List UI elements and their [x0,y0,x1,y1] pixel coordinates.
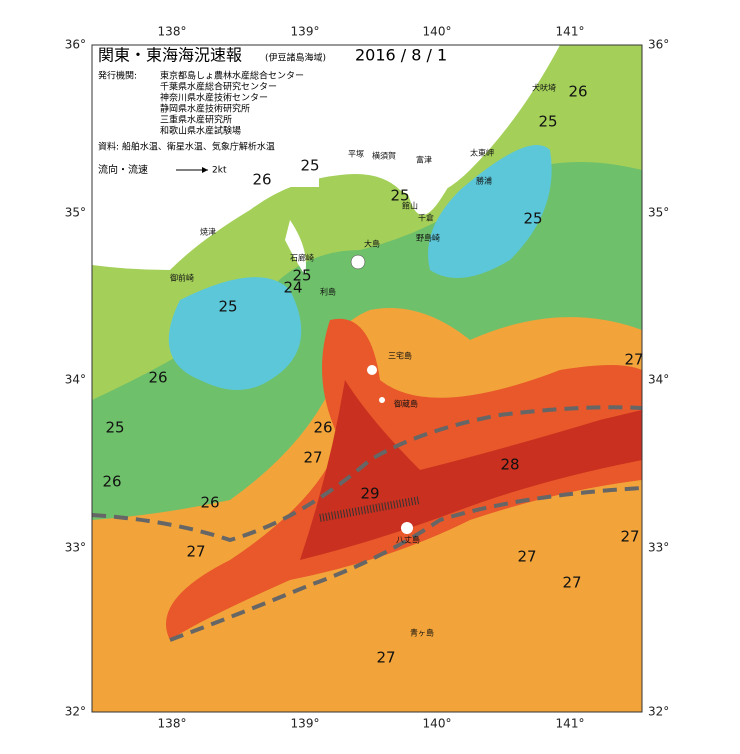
lat-label: 36° [65,38,86,52]
issuer: 三重県水産研究所 [160,114,232,126]
lat-label: 36° [648,38,669,52]
isotherm-label: 25 [105,419,124,437]
place-name: 横須賀 [372,151,396,161]
issuer: 千葉県水産総合研究センター [160,81,277,93]
isotherm-label: 29 [360,485,379,503]
isotherm-label: 26 [102,473,121,491]
lon-label: 140° [423,717,452,731]
issuer: 静岡県水産技術研究所 [160,103,250,115]
isotherm-label: 27 [376,649,395,667]
place-name: 大島 [364,239,380,249]
current-label: 流向・流速 [98,163,148,176]
isotherm-label: 25 [300,157,319,175]
place-name: 青ヶ島 [410,628,434,638]
place-name: 犬吠埼 [532,83,556,93]
isotherm-label: 27 [517,548,536,566]
isotherm-label: 27 [186,543,205,561]
isotherm-label: 25 [218,298,237,316]
sources: 資料: 船舶水温、衛星水温、気象庁解析水温 [98,141,275,153]
lon-label: 138° [158,25,187,39]
place-name: 平塚 [348,150,364,159]
isotherm-label: 26 [568,83,587,101]
subtitle: (伊豆諸島海域) [265,52,326,64]
isotherm-label: 26 [200,494,219,512]
place-name: 勝浦 [476,176,492,186]
isotherm-label: 25 [523,210,542,228]
place-name: 御蔵島 [394,399,418,409]
isotherm-label: 25 [538,113,557,131]
isotherm-label: 26 [313,419,332,437]
lat-label: 35° [648,206,669,220]
isotherm-label: 26 [148,369,167,387]
current-speed: 2kt [212,166,227,176]
arrowhead [202,167,208,173]
lon-label: 140° [423,25,452,39]
place-name: 野島崎 [416,233,440,243]
place-name: 利島 [320,287,336,297]
place-name: 館山 [402,201,418,211]
isotherm-label: 24 [283,279,302,297]
issuer: 東京都島しょ農林水産総合センター [160,70,304,82]
lat-label: 33° [648,541,669,555]
lat-label: 32° [648,705,669,719]
isotherm-label: 27 [620,528,639,546]
isotherm-label: 25 [390,187,409,205]
isotherm-label: 27 [303,449,322,467]
lat-label: 34° [65,373,86,387]
issuer: 神奈川県水産技術センター [160,92,268,104]
place-name: 太東岬 [470,148,494,158]
lon-label: 139° [291,717,320,731]
place-name: 八丈島 [396,535,420,545]
place-name: 三宅島 [388,351,412,361]
lat-label: 34° [648,373,669,387]
lat-label: 35° [65,206,86,220]
lon-label: 141° [556,717,585,731]
place-name: 富津 [416,155,432,165]
issuer: 和歌山県水産試験場 [160,125,241,137]
place-name: 御前崎 [170,273,194,283]
place-name: 焼津 [200,227,216,237]
map-frame [91,44,643,713]
isotherm-label: 26 [252,171,271,189]
lon-label: 138° [158,717,187,731]
place-name: 千倉 [418,213,434,223]
sea-temperature-field [92,45,642,712]
date: 2016 / 8 / 1 [355,46,447,65]
isotherm-label: 28 [500,456,519,474]
issuers-label: 発行機関: [98,70,137,82]
lat-label: 32° [65,705,86,719]
legend-box [94,47,319,187]
lon-label: 141° [556,25,585,39]
lon-label: 139° [291,25,320,39]
title: 関東・東海海況速報 [98,46,242,65]
place-name: 石廊崎 [290,253,314,263]
lat-label: 33° [65,541,86,555]
isotherm-label: 27 [562,574,581,592]
isotherm-label: 27 [624,351,643,369]
isotherm-label: 25 [292,267,311,285]
